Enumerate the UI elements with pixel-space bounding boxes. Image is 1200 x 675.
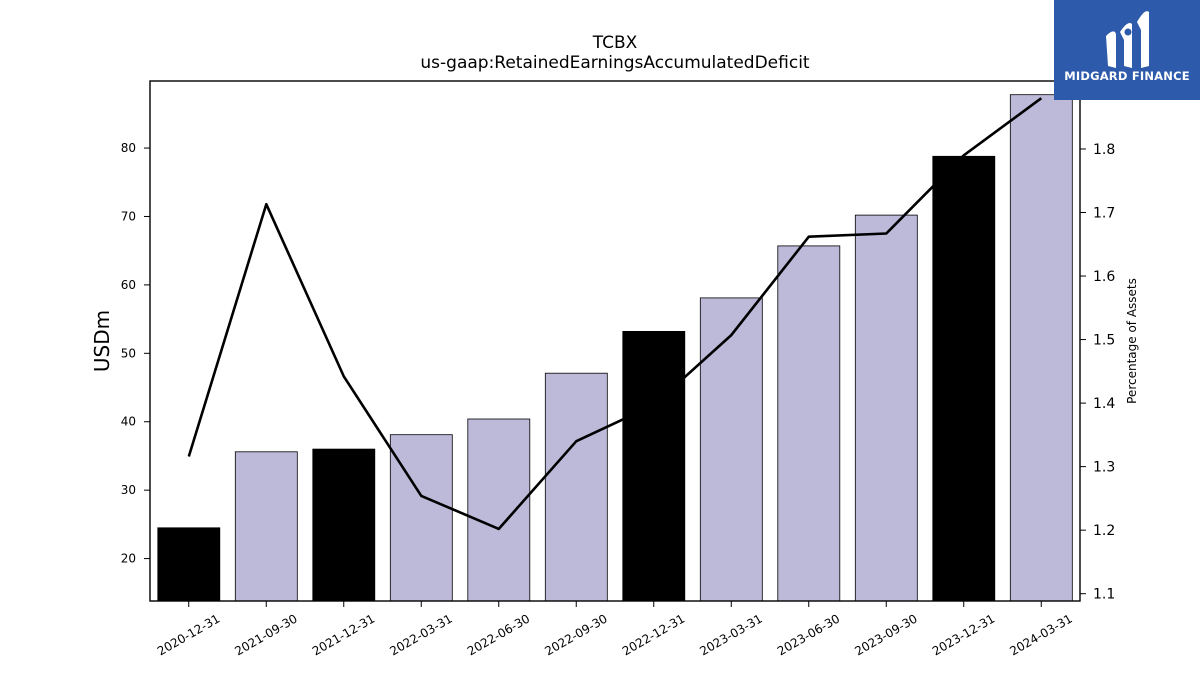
y-axis-label: USDm bbox=[90, 310, 114, 372]
plot-frame bbox=[149, 80, 1081, 602]
x-tick-label: 2022-12-31 bbox=[620, 611, 687, 658]
chart-title: TCBX bbox=[592, 33, 638, 53]
y2-tick-label: 1.7 bbox=[1093, 206, 1115, 222]
x-tick-label: 2023-09-30 bbox=[852, 611, 919, 658]
bar-2022-12-31 bbox=[622, 330, 686, 602]
y-tick-label: 30 bbox=[121, 483, 136, 497]
x-tick-label: 2022-03-31 bbox=[387, 611, 454, 658]
x-tick-label: 2021-09-30 bbox=[232, 611, 299, 658]
bar-2023-06-30 bbox=[777, 245, 841, 602]
bar-2020-12-31 bbox=[157, 527, 221, 602]
x-tick-label: 2023-12-31 bbox=[930, 611, 997, 658]
brand-logo: MIDGARD FINANCE bbox=[1054, 0, 1200, 100]
x-tick-label: 2023-03-31 bbox=[697, 611, 764, 658]
x-tick-label: 2022-06-30 bbox=[465, 611, 532, 658]
bar-2022-09-30 bbox=[544, 372, 608, 602]
bar-2022-03-31 bbox=[389, 434, 453, 602]
bar-2022-06-30 bbox=[467, 418, 531, 602]
x-tick-label: 2023-06-30 bbox=[775, 611, 842, 658]
x-tick-label: 2021-12-31 bbox=[310, 611, 377, 658]
y2-tick-label: 1.4 bbox=[1093, 396, 1115, 412]
bar-2023-09-30 bbox=[854, 214, 918, 602]
y-tick-label: 60 bbox=[121, 278, 136, 292]
y-tick-label: 80 bbox=[121, 141, 136, 155]
bar-2021-12-31 bbox=[312, 448, 376, 602]
y-tick-label: 20 bbox=[121, 552, 136, 566]
bar-2023-12-31 bbox=[932, 155, 996, 602]
chart-subtitle: us-gaap:RetainedEarningsAccumulatedDefic… bbox=[420, 53, 810, 73]
bar-2024-03-31 bbox=[1009, 94, 1073, 602]
y-tick-label: 40 bbox=[121, 415, 136, 429]
y2-tick-label: 1.2 bbox=[1093, 523, 1115, 539]
y-tick-label: 50 bbox=[121, 346, 136, 360]
x-tick-label: 2022-09-30 bbox=[542, 611, 609, 658]
brand-name: MIDGARD FINANCE bbox=[1064, 69, 1190, 83]
y2-tick-label: 1.5 bbox=[1093, 333, 1115, 349]
y2-tick-label: 1.1 bbox=[1093, 587, 1115, 603]
x-tick-label: 2020-12-31 bbox=[155, 611, 222, 658]
midgard-logo-icon bbox=[1106, 11, 1149, 68]
y2-tick-label: 1.6 bbox=[1093, 269, 1115, 285]
y2-axis-label: Percentage of Assets bbox=[1125, 278, 1139, 404]
x-tick-label: 2024-03-31 bbox=[1007, 611, 1074, 658]
percentage-line bbox=[187, 97, 1043, 531]
y-tick-label: 70 bbox=[121, 209, 136, 223]
bar-2023-03-31 bbox=[699, 297, 763, 602]
y2-tick-label: 1.8 bbox=[1093, 142, 1115, 158]
y2-tick-label: 1.3 bbox=[1093, 460, 1115, 476]
bar-2021-09-30 bbox=[234, 451, 298, 602]
